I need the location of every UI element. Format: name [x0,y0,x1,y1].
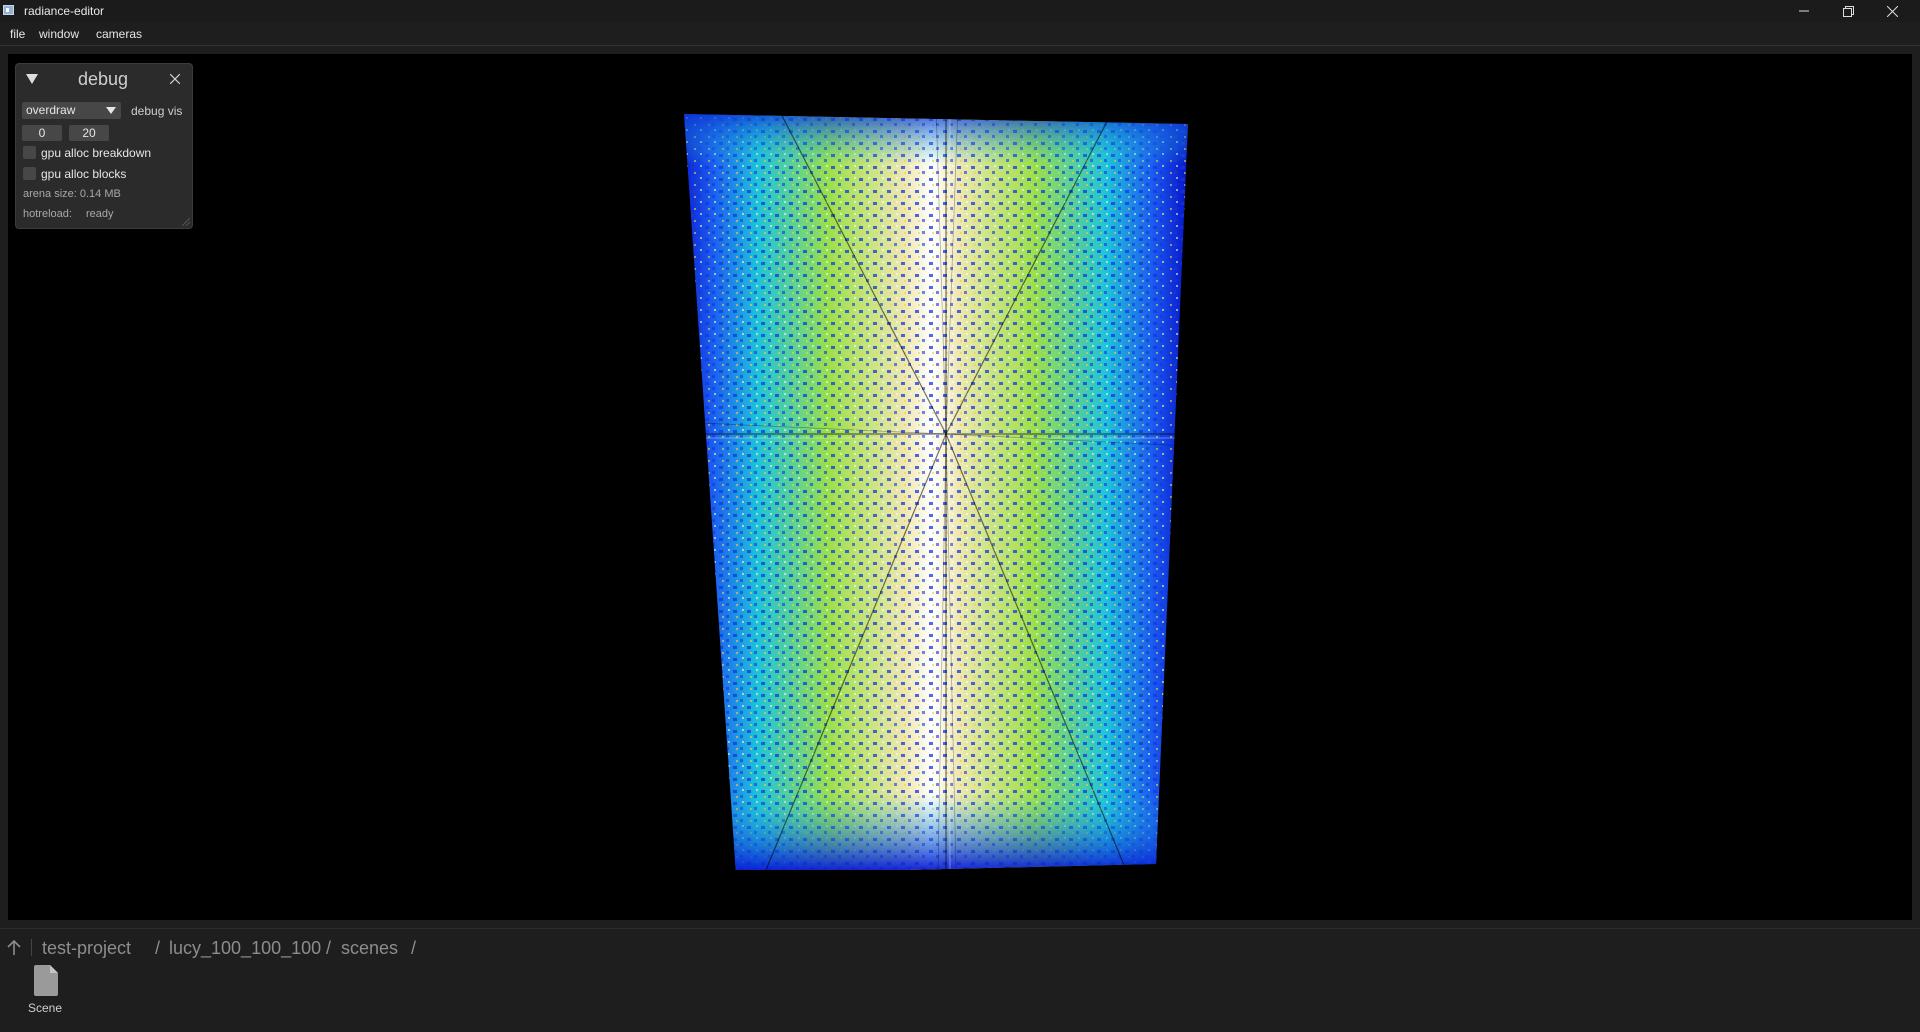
gpu-alloc-breakdown-checkbox[interactable] [23,146,36,159]
up-arrow-icon[interactable] [7,939,21,955]
minimize-icon [1799,10,1809,12]
debug-panel-header[interactable]: debug [16,64,192,96]
restore-button[interactable] [1826,0,1870,22]
debug-panel: debug overdraw debug vis 0 20 gpu alloc … [15,63,193,229]
overdraw-render [684,114,1188,870]
asset-browser: test-project / lucy_100_100_100 / scenes… [0,928,1920,1032]
breadcrumb-separator: / [326,938,332,958]
dropdown-arrow-icon [106,107,116,114]
breadcrumb-test-project[interactable]: test-project [42,938,132,958]
close-icon[interactable] [170,74,180,84]
arena-size-text: arena size: 0.14 MB [23,188,121,200]
breadcrumb-separator: / [411,938,417,958]
close-window-button[interactable] [1870,0,1914,22]
scene-viewport[interactable] [8,54,1912,920]
debug-vis-label: debug vis [131,104,183,118]
close-icon [1886,5,1898,17]
breadcrumb-scenes[interactable]: scenes [341,938,399,958]
collapse-triangle-icon[interactable] [26,74,38,84]
window-title: radiance-editor [24,4,105,18]
menu-bar: file window cameras [0,22,1920,46]
hotreload-label: hotreload: [23,208,72,220]
breadcrumb-divider [31,939,32,956]
app-icon [3,5,14,15]
minimize-button[interactable] [1782,0,1826,22]
debug-mode-select[interactable]: overdraw [22,102,121,119]
debug-mode-value: overdraw [26,103,76,117]
gpu-alloc-blocks-checkbox[interactable] [23,167,36,180]
range-max-input[interactable]: 20 [69,125,109,141]
menu-window[interactable]: window [39,27,80,41]
file-scene-label[interactable]: Scene [28,1001,63,1015]
breadcrumb-lucy[interactable]: lucy_100_100_100 [169,938,322,958]
debug-panel-title: debug [78,69,129,89]
file-icon[interactable] [34,965,58,996]
gpu-alloc-breakdown-label: gpu alloc breakdown [41,146,152,160]
restore-icon [1842,5,1854,17]
breadcrumb-separator: / [155,938,161,958]
range-min-input[interactable]: 0 [22,125,62,141]
title-bar: radiance-editor [0,0,1920,22]
gpu-alloc-blocks-label: gpu alloc blocks [41,167,127,181]
hotreload-status: ready [86,208,114,220]
menu-file[interactable]: file [10,27,26,41]
menu-cameras[interactable]: cameras [96,27,143,41]
resize-grip-icon[interactable] [182,218,190,226]
